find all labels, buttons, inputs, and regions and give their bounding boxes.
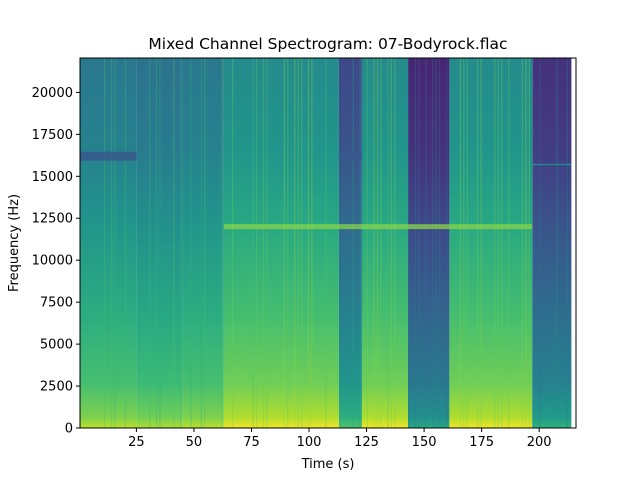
spectrogram-texture xyxy=(311,58,313,428)
dark-frequency-band xyxy=(338,151,362,161)
x-axis-label: Time (s) xyxy=(301,457,355,472)
spectrogram-segment xyxy=(407,58,450,428)
spectrogram-texture xyxy=(262,58,265,428)
spectrogram-segment xyxy=(223,58,339,428)
spectrogram-texture xyxy=(111,58,113,428)
spectrogram-texture xyxy=(190,58,192,428)
spectrogram-texture xyxy=(439,58,441,428)
y-tick-label: 17500 xyxy=(32,128,73,143)
x-tick-label: 150 xyxy=(412,435,437,450)
spectrogram-texture xyxy=(466,58,468,428)
spectrogram-texture xyxy=(556,58,558,428)
spectrogram-texture xyxy=(373,58,375,428)
spectrogram-texture xyxy=(124,58,127,428)
spectrogram-texture xyxy=(155,58,158,428)
spectrogram-texture xyxy=(114,58,116,428)
empty-region xyxy=(571,58,576,428)
spectrogram-segment xyxy=(532,58,572,428)
x-axis: 25 50 75 100 125 150 175 200 xyxy=(128,428,552,450)
chart-title: Mixed Channel Spectrogram: 07-Bodyrock.f… xyxy=(148,35,507,53)
spectrogram-texture xyxy=(445,58,448,428)
spectrogram-texture xyxy=(435,58,437,428)
spectrogram-segment xyxy=(449,58,533,428)
spectrogram-texture xyxy=(149,58,151,428)
spectrogram-texture xyxy=(532,58,534,428)
y-tick-label: 7500 xyxy=(40,296,73,311)
x-tick-label: 100 xyxy=(297,435,322,450)
x-tick-label: 125 xyxy=(354,435,379,450)
y-tick-label: 10000 xyxy=(32,254,73,269)
spectrogram-texture xyxy=(366,58,368,428)
spectrogram-texture xyxy=(425,58,427,428)
x-tick-label: 175 xyxy=(469,435,494,450)
spectrogram-texture xyxy=(283,58,285,428)
spectrogram-texture xyxy=(390,58,392,428)
spectrogram-segment xyxy=(136,58,183,428)
spectrogram-texture xyxy=(521,58,524,428)
y-tick-label: 2500 xyxy=(40,380,73,395)
spectrogram-texture xyxy=(501,58,503,428)
spectrogram-texture xyxy=(525,58,527,428)
y-tick-label: 0 xyxy=(65,422,73,437)
spectrogram-texture xyxy=(300,58,303,428)
y-tick-label: 5000 xyxy=(40,338,73,353)
plot-area xyxy=(80,58,576,428)
spectrogram-texture xyxy=(376,58,379,428)
y-tick-label: 15000 xyxy=(32,170,73,185)
spectrogram-texture xyxy=(380,58,382,428)
x-tick-label: 50 xyxy=(186,435,203,450)
spectrogram-texture xyxy=(352,58,354,428)
spectrogram-texture xyxy=(104,58,106,428)
spectrogram-segment xyxy=(338,58,362,428)
spectrogram-texture xyxy=(463,58,465,428)
spectrogram-texture xyxy=(307,58,310,428)
spectrogram-texture xyxy=(418,58,420,428)
spectrogram-texture xyxy=(256,58,258,428)
dark-frequency-band xyxy=(80,151,137,161)
frequency-line xyxy=(532,163,572,166)
spectrogram-texture xyxy=(325,58,327,428)
spectrogram-texture xyxy=(480,58,482,428)
y-tick-label: 12500 xyxy=(32,212,73,227)
spectrogram-texture xyxy=(200,58,203,428)
spectrogram-texture xyxy=(252,58,254,428)
axes-frame xyxy=(79,57,577,429)
spectrogram-segment xyxy=(80,58,137,428)
spectrogram-texture xyxy=(359,58,361,428)
spectrogram-segment xyxy=(361,58,408,428)
spectrogram-texture xyxy=(414,58,417,428)
y-axis: 0 2500 5000 7500 10000 12500 15000 17500 20000 xyxy=(32,86,80,437)
x-tick-label: 75 xyxy=(243,435,260,450)
spectrogram-texture xyxy=(266,58,268,428)
spectrogram-segment xyxy=(182,58,224,428)
spectrogram-texture xyxy=(566,58,568,428)
y-tick-label: 20000 xyxy=(32,86,73,101)
spectrogram-texture xyxy=(394,58,396,428)
spectrogram-texture xyxy=(221,58,223,428)
spectrogram-texture xyxy=(432,58,434,428)
spectrogram-texture xyxy=(407,58,410,428)
spectrogram-texture xyxy=(508,58,510,428)
spectrogram-texture xyxy=(494,58,496,428)
spectrogram-texture xyxy=(497,58,499,428)
spectrogram-texture xyxy=(287,58,289,428)
spectrogram-texture xyxy=(231,58,234,428)
spectrogram-texture xyxy=(539,58,541,428)
y-axis-label: Frequency (Hz) xyxy=(7,194,22,292)
spectrogram-texture xyxy=(159,58,161,428)
spectrogram-texture xyxy=(173,58,175,428)
spectrogram-texture xyxy=(180,58,182,428)
spectrogram-texture xyxy=(297,58,299,428)
spectrogram-texture xyxy=(294,58,296,428)
spectrogram-texture xyxy=(477,58,479,428)
frequency-band xyxy=(223,224,533,230)
x-tick-label: 200 xyxy=(527,435,552,450)
x-tick-label: 25 xyxy=(128,435,145,450)
spectrogram-texture xyxy=(528,58,531,428)
spectrogram-texture xyxy=(459,58,461,428)
spectrogram-texture xyxy=(204,58,206,428)
spectrogram-texture xyxy=(387,58,389,428)
